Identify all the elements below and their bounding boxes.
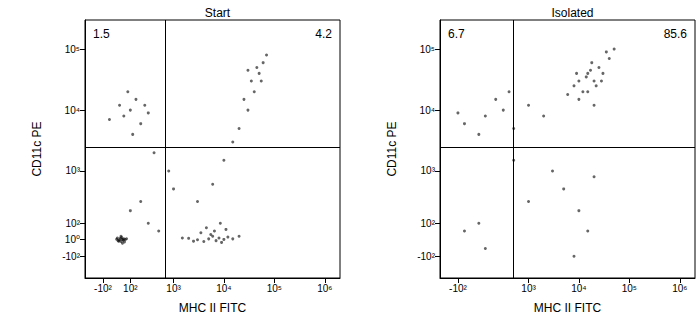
svg-text:10⁵: 10⁵ xyxy=(267,283,282,294)
svg-text:10³: 10³ xyxy=(66,165,81,176)
svg-text:-10²: -10² xyxy=(449,283,467,294)
svg-text:10²: 10² xyxy=(123,283,138,294)
svg-text:10⁰: 10⁰ xyxy=(65,234,80,245)
svg-text:10⁶: 10⁶ xyxy=(317,283,332,294)
svg-text:CD11c PE: CD11c PE xyxy=(30,121,44,176)
svg-text:Start: Start xyxy=(205,6,231,20)
svg-text:-10²: -10² xyxy=(417,251,435,262)
svg-text:Isolated: Isolated xyxy=(551,6,593,20)
svg-text:10⁴: 10⁴ xyxy=(216,283,231,294)
svg-text:10⁵: 10⁵ xyxy=(65,44,80,55)
svg-text:-10²: -10² xyxy=(94,283,112,294)
svg-text:10⁵: 10⁵ xyxy=(420,44,435,55)
svg-text:85.6: 85.6 xyxy=(664,27,688,41)
svg-text:10³: 10³ xyxy=(166,283,181,294)
svg-text:6.7: 6.7 xyxy=(448,27,465,41)
svg-text:10²: 10² xyxy=(66,218,81,229)
svg-text:1.5: 1.5 xyxy=(93,27,110,41)
svg-text:10²: 10² xyxy=(421,218,436,229)
svg-text:10⁵: 10⁵ xyxy=(622,283,637,294)
svg-text:10³: 10³ xyxy=(421,165,436,176)
svg-text:10⁴: 10⁴ xyxy=(65,105,80,116)
svg-text:4.2: 4.2 xyxy=(315,27,332,41)
svg-text:10⁶: 10⁶ xyxy=(672,283,687,294)
svg-text:10³: 10³ xyxy=(521,283,536,294)
svg-text:10⁴: 10⁴ xyxy=(420,105,435,116)
svg-text:10⁴: 10⁴ xyxy=(571,283,586,294)
svg-text:CD11c PE: CD11c PE xyxy=(385,121,399,176)
svg-text:-10²: -10² xyxy=(62,251,80,262)
svg-text:MHC II FITC: MHC II FITC xyxy=(534,301,602,315)
svg-text:MHC II FITC: MHC II FITC xyxy=(179,301,247,315)
